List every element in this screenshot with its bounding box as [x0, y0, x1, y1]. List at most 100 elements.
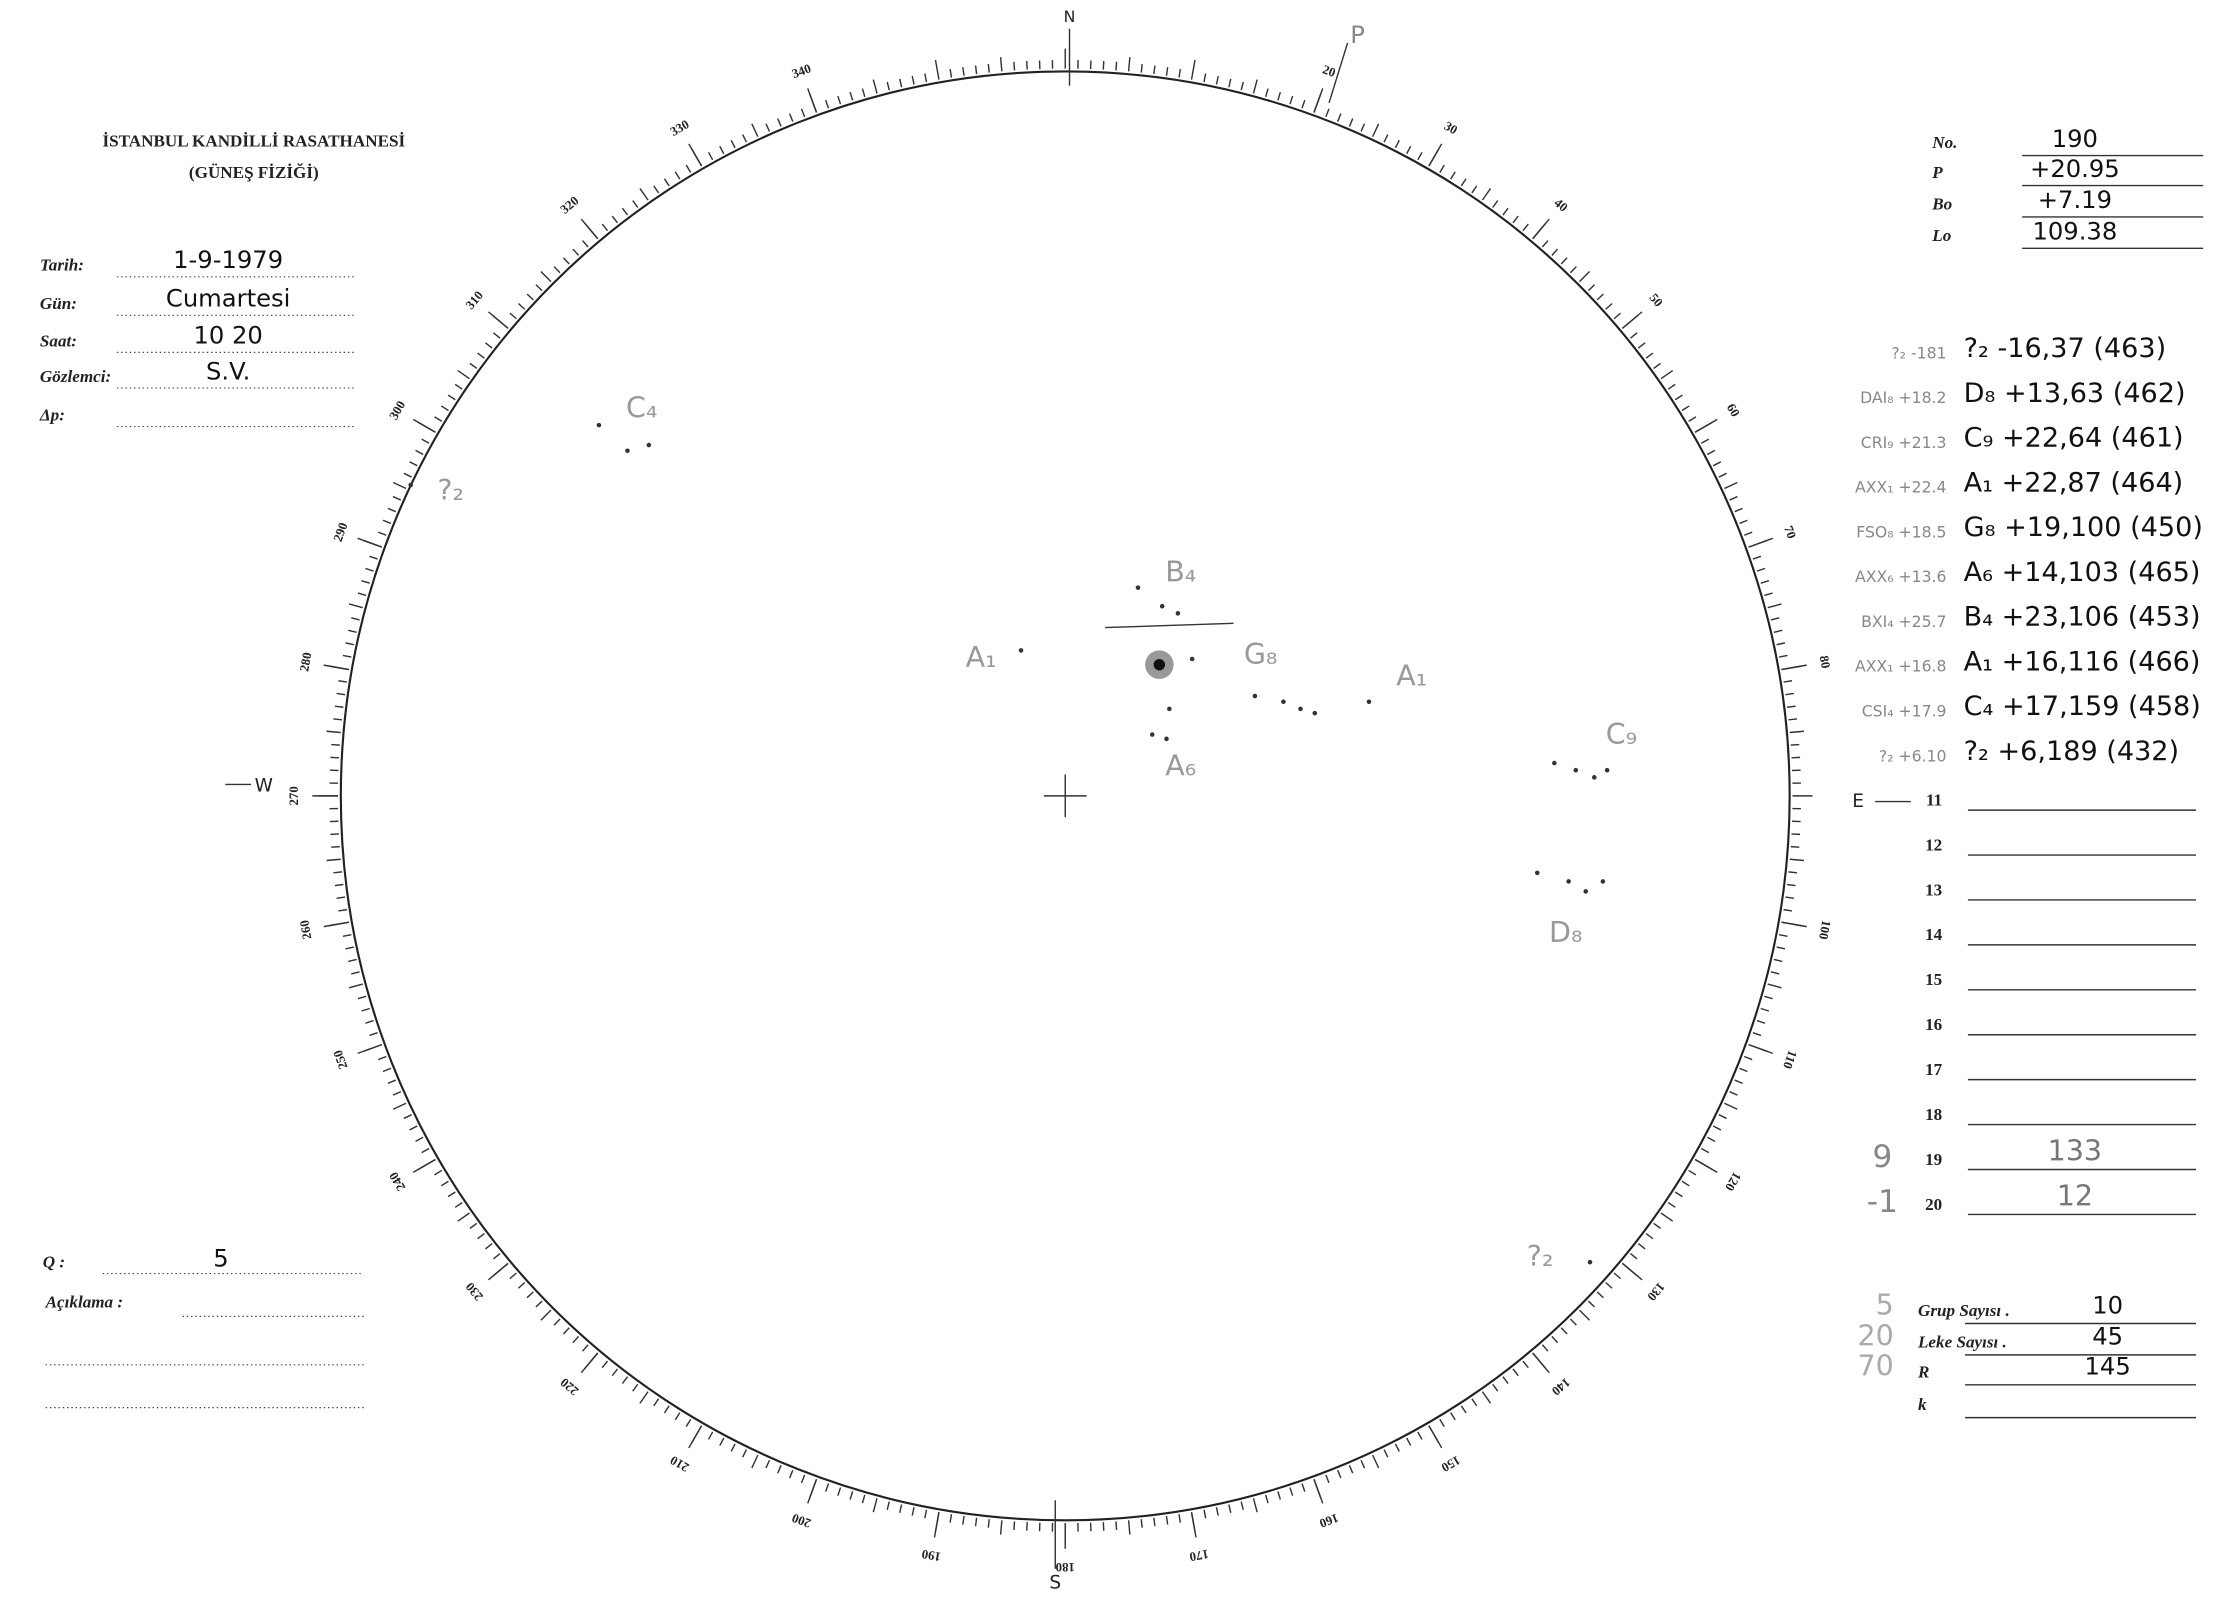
dial-tick [392, 495, 402, 501]
dial-tick [1450, 1412, 1456, 1421]
row-note: 9 [1872, 1139, 1892, 1175]
group-note: CRI₉ +21.3 [1861, 433, 1947, 452]
group-entry: A₁ +22,87 (464) [1964, 467, 2184, 498]
dial-major-tick [1428, 1425, 1443, 1449]
spot-dot [1018, 648, 1024, 653]
dial-tick [1767, 983, 1782, 989]
dial-tick [484, 342, 493, 349]
group-entry: A₁ +16,116 (466) [1964, 646, 2201, 677]
dial-label: 290 [331, 521, 351, 544]
dial-tick [326, 730, 341, 734]
dial-tick [1215, 75, 1219, 85]
group-entry: D₈ +13,63 (462) [1964, 378, 2186, 409]
dial-tick [1629, 332, 1638, 339]
title: İSTANBUL KANDİLLİ RASATHANESİ [102, 132, 405, 151]
spot-dot [646, 442, 652, 448]
dial-tick [1140, 63, 1143, 73]
dial-tick [621, 1376, 629, 1384]
solar-disk [339, 70, 1791, 1522]
dial-tick [1502, 1376, 1509, 1384]
dial-tick [1773, 629, 1783, 633]
dial-major-tick [1781, 664, 1807, 671]
dial-tick [777, 118, 782, 127]
dial-tick [469, 1222, 478, 1229]
dial-tick [517, 1281, 526, 1289]
dial-tick [454, 1201, 463, 1208]
dial-tick [685, 1418, 692, 1427]
row-number: 14 [1925, 925, 1943, 944]
dial-tick [1383, 1449, 1389, 1458]
dial-tick [632, 200, 639, 208]
total-label: Leke Sayısı . [1917, 1332, 2007, 1351]
dial-tick [872, 1498, 878, 1513]
dial-tick [974, 1517, 978, 1527]
dial-tick [1203, 73, 1207, 83]
dial-tick [1760, 580, 1770, 584]
dial-tick [751, 123, 759, 138]
dial-tick [1637, 342, 1646, 349]
dial-tick [1115, 61, 1118, 71]
dial-tick [1203, 1509, 1207, 1519]
dial-tick [1348, 118, 1354, 127]
dial-tick [719, 145, 725, 155]
dial-tick [1165, 67, 1169, 76]
row-number: 19 [1925, 1150, 1942, 1169]
row-number: 17 [1925, 1060, 1943, 1079]
dial-tick [1450, 171, 1456, 180]
group-entry: C₉ +22,64 (461) [1964, 423, 2184, 454]
total-label: Grup Sayısı . [1918, 1301, 2010, 1320]
dial-tick [639, 1391, 649, 1404]
dial-tick [1645, 1232, 1654, 1240]
dial-label: 270 [287, 786, 301, 805]
dial-tick [361, 1007, 370, 1012]
dial-tick [1417, 151, 1423, 161]
compass-s: S [1049, 1573, 1061, 1594]
dial-major-tick [412, 1158, 436, 1173]
dial-tick [1739, 1067, 1748, 1073]
dial-tick [1492, 1383, 1499, 1392]
dial-tick [1337, 113, 1342, 122]
dial-tick [837, 95, 842, 105]
dial-tick [1140, 1519, 1143, 1528]
dial-tick [1724, 1102, 1738, 1110]
dial-tick [351, 971, 360, 975]
dial-tick [1417, 1431, 1423, 1440]
dial-tick [382, 1067, 392, 1073]
spot-dot [1604, 767, 1610, 773]
dial-tick [1578, 1309, 1591, 1321]
dial-tick [730, 139, 736, 149]
dial-tick [351, 617, 360, 621]
dial-tick [825, 99, 830, 109]
dial-label: 100 [1816, 919, 1833, 940]
dial-tick [392, 1102, 407, 1110]
spot-dot [408, 482, 413, 488]
row-number: 11 [1926, 790, 1942, 809]
group-entry: ?₂ -16,37 (463) [1964, 333, 2167, 364]
group-entry: B₄ +23,106 (453) [1964, 602, 2201, 633]
q-label: Q : [43, 1253, 65, 1272]
dial-tick [1734, 1079, 1743, 1085]
pencil-line [1105, 622, 1234, 629]
spot-label: C₄ [626, 391, 657, 424]
dial-major-tick [1532, 218, 1550, 240]
dial-tick [1707, 1136, 1716, 1142]
dial-label: 30 [1442, 119, 1460, 138]
spot-dot [1164, 736, 1169, 742]
dial-tick [730, 1443, 736, 1452]
dial-tick [861, 1494, 866, 1504]
dial-tick [1756, 1019, 1766, 1024]
dial-tick [1786, 883, 1796, 887]
dial-tick [742, 1449, 748, 1458]
dial-tick [611, 1368, 619, 1377]
dial-tick [553, 266, 561, 274]
dial-tick [742, 134, 748, 143]
dial-tick [434, 1169, 443, 1176]
dial-tick [1394, 139, 1400, 149]
spot-dot [1149, 732, 1155, 737]
dial-tick [765, 123, 771, 132]
dial-tick [338, 908, 348, 912]
dial-tick [1127, 1520, 1131, 1535]
dial-tick [517, 302, 526, 310]
dial-label: 110 [1780, 1048, 1799, 1070]
dial-tick [601, 223, 609, 232]
